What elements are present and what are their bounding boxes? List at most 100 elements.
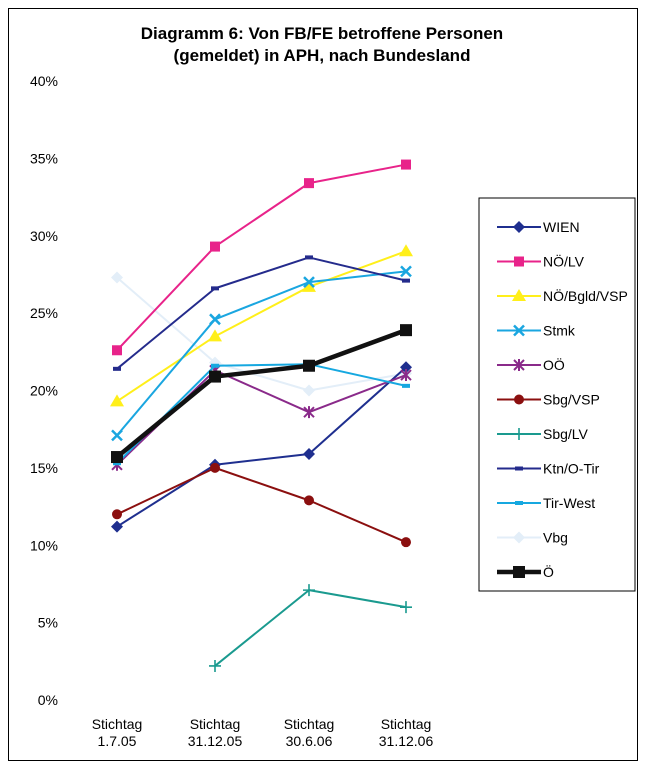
y-tick-label: 40% bbox=[30, 73, 58, 89]
point-marker bbox=[400, 361, 412, 374]
legend-item: Ktn/O-Tir bbox=[497, 461, 600, 477]
series-line bbox=[116, 163, 407, 351]
point-marker bbox=[513, 221, 525, 233]
point-marker bbox=[211, 363, 219, 368]
point-marker bbox=[513, 531, 525, 544]
point-marker bbox=[513, 566, 525, 578]
point-marker bbox=[209, 659, 221, 672]
series-tir-west bbox=[113, 362, 410, 466]
legend-item: Vbg bbox=[497, 530, 568, 546]
legend-item: NÖ/Bgld/VSP bbox=[497, 287, 628, 304]
point-marker bbox=[113, 366, 121, 371]
point-marker bbox=[400, 601, 412, 614]
series-sbg-lv bbox=[209, 584, 412, 672]
point-marker bbox=[111, 271, 123, 284]
series-sbg-vsp bbox=[112, 462, 411, 548]
chart-subtitle: (gemeldet) in APH, nach Bundesland bbox=[174, 46, 471, 65]
point-marker bbox=[111, 451, 123, 464]
point-marker bbox=[305, 255, 313, 260]
y-tick-label: 25% bbox=[30, 305, 58, 321]
point-marker bbox=[210, 241, 220, 252]
point-marker bbox=[302, 279, 316, 292]
y-tick-label: 35% bbox=[30, 150, 58, 166]
x-tick-label: Stichtag bbox=[381, 716, 432, 732]
legend-label: Ktn/O-Tir bbox=[543, 461, 600, 477]
y-axis: 0% 5% 10% 15% 20% 25% 30% 35% 40% bbox=[30, 73, 58, 708]
legend-item: Ö bbox=[497, 563, 554, 580]
series-wien bbox=[111, 361, 412, 533]
point-marker bbox=[303, 406, 315, 419]
point-marker bbox=[304, 495, 314, 506]
point-marker bbox=[399, 244, 413, 257]
point-marker bbox=[400, 265, 412, 278]
point-marker bbox=[304, 178, 314, 189]
series-ktn-o-tir bbox=[113, 255, 410, 371]
point-marker bbox=[303, 276, 315, 289]
series-line bbox=[115, 328, 407, 459]
point-marker bbox=[401, 159, 411, 170]
y-tick-label: 5% bbox=[38, 615, 58, 631]
x-tick-label: 31.12.05 bbox=[188, 733, 243, 749]
legend-item: Sbg/VSP bbox=[497, 392, 600, 408]
point-marker bbox=[110, 394, 124, 407]
point-marker bbox=[514, 394, 524, 405]
chart-title: Diagramm 6: Von FB/FE betroffene Persone… bbox=[141, 24, 503, 43]
point-marker bbox=[209, 313, 221, 326]
series-line bbox=[116, 276, 407, 392]
point-marker bbox=[401, 537, 411, 548]
point-marker bbox=[513, 428, 525, 440]
legend-label: Sbg/VSP bbox=[543, 392, 600, 408]
series-n-bgld-vsp bbox=[110, 244, 413, 407]
series-line bbox=[116, 270, 407, 437]
point-marker bbox=[515, 466, 523, 471]
point-marker bbox=[303, 584, 315, 597]
legend-label: Tir-West bbox=[543, 495, 595, 511]
legend-label: NÖ/LV bbox=[543, 253, 585, 270]
x-tick-label: Stichtag bbox=[92, 716, 143, 732]
series-n-lv bbox=[112, 159, 411, 356]
x-tick-label: 1.7.05 bbox=[98, 733, 137, 749]
point-marker bbox=[303, 447, 315, 460]
point-marker bbox=[113, 461, 121, 466]
point-marker bbox=[209, 370, 221, 383]
x-tick-label: Stichtag bbox=[284, 716, 335, 732]
y-tick-label: 10% bbox=[30, 537, 58, 553]
point-marker bbox=[402, 278, 410, 283]
series-line bbox=[116, 466, 407, 544]
series-line bbox=[214, 589, 407, 667]
point-marker bbox=[515, 501, 523, 505]
series-line bbox=[116, 256, 407, 370]
legend-item: NÖ/LV bbox=[497, 253, 585, 270]
legend-label: Sbg/LV bbox=[543, 426, 589, 442]
legend-label: Ö bbox=[543, 563, 554, 580]
point-marker bbox=[211, 286, 219, 291]
point-marker bbox=[112, 345, 122, 356]
series-line bbox=[116, 366, 407, 528]
point-marker bbox=[208, 329, 222, 342]
point-marker bbox=[303, 384, 315, 397]
legend-item: WIEN bbox=[497, 219, 580, 235]
legend-label: WIEN bbox=[543, 219, 580, 235]
legend: WIEN NÖ/LV NÖ/Bgld/VSP Stmk OÖ Sbg/VSP Sbg/LV K… bbox=[478, 197, 636, 592]
x-axis: Stichtag1.7.05Stichtag31.12.05Stichtag30… bbox=[92, 716, 434, 749]
point-marker bbox=[111, 520, 123, 533]
point-marker bbox=[303, 359, 315, 372]
series-line bbox=[116, 363, 407, 464]
legend-label: Vbg bbox=[543, 530, 568, 546]
legend-box bbox=[478, 197, 636, 592]
legend-label: Stmk bbox=[543, 323, 576, 339]
y-tick-label: 15% bbox=[30, 460, 58, 476]
point-marker bbox=[512, 289, 526, 301]
legend-item: OÖ bbox=[497, 356, 565, 373]
x-tick-label: Stichtag bbox=[190, 716, 241, 732]
series-layer bbox=[110, 159, 413, 672]
point-marker bbox=[513, 359, 525, 371]
series-- bbox=[111, 324, 412, 464]
y-tick-label: 20% bbox=[30, 383, 58, 399]
legend-item: Tir-West bbox=[497, 495, 595, 511]
point-marker bbox=[402, 383, 410, 388]
x-tick-label: 30.6.06 bbox=[286, 733, 333, 749]
point-marker bbox=[514, 256, 524, 267]
point-marker bbox=[513, 324, 525, 337]
